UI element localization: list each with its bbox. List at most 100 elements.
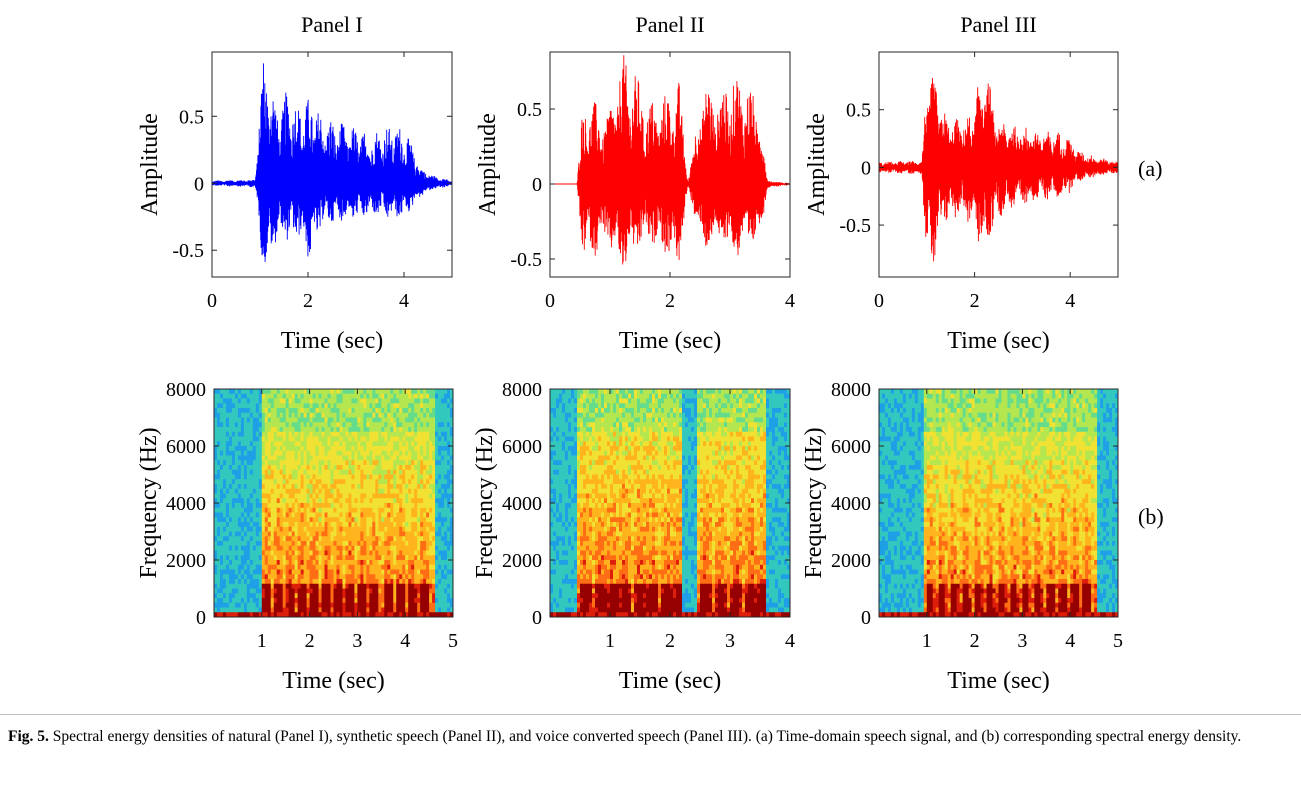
spectrogram-cell	[264, 460, 269, 466]
spectrogram-cell	[246, 412, 251, 418]
spectrogram-cell	[214, 555, 218, 561]
spectrogram-cell	[550, 389, 554, 395]
spectrogram-cell	[450, 526, 454, 532]
spectrogram-cell	[366, 488, 370, 494]
spectrogram-cell	[595, 474, 599, 480]
spectrogram-cell	[556, 408, 560, 414]
spectrogram-cell	[432, 569, 436, 575]
spectrogram-cell	[297, 389, 302, 395]
spectrogram-cell	[243, 484, 248, 490]
spectrogram-cell	[273, 593, 278, 599]
spectrogram-cell	[604, 417, 608, 423]
spectrogram-cell	[252, 393, 257, 399]
spectrogram-cell	[351, 531, 355, 537]
spectrogram-cell	[279, 498, 284, 504]
spectrogram-cell	[568, 526, 572, 532]
spectrogram-cell	[228, 469, 233, 475]
spectrogram-cell	[291, 431, 296, 437]
spectrogram-cell	[291, 393, 296, 399]
spectrogram-cell	[562, 588, 566, 594]
spectrogram-cell	[288, 393, 293, 399]
spectrogram-cell	[441, 517, 445, 523]
spectrogram-cell	[216, 398, 221, 404]
spectrogram-cell	[583, 569, 587, 575]
spectrogram-cell	[550, 417, 554, 423]
spectrogram-cell	[363, 583, 367, 589]
spectrogram-cell	[399, 427, 403, 433]
spectrogram-cell	[378, 484, 382, 490]
spectrogram-cell	[565, 431, 569, 437]
spectrogram-cell	[598, 588, 602, 594]
spectrogram-cell	[417, 541, 421, 547]
spectrogram-cell	[565, 393, 569, 399]
spectrogram-cell	[282, 436, 287, 442]
spectrogram-cell	[279, 550, 284, 556]
spectrogram-cell	[297, 431, 302, 437]
spectrogram-cell	[429, 455, 433, 461]
spectrogram-cell	[300, 574, 305, 580]
spectrogram-cell	[417, 393, 421, 399]
spectrogram-cell	[252, 541, 257, 547]
spectrogram-cell	[234, 522, 239, 528]
spectrogram-cell	[291, 541, 296, 547]
spectrogram-cell	[562, 517, 566, 523]
spectrogram-cell	[222, 398, 227, 404]
spectrogram-cell	[408, 441, 412, 447]
spectrogram-cell	[583, 541, 587, 547]
spectrogram-cell	[598, 465, 602, 471]
spectrogram-cell	[607, 455, 611, 461]
spectrogram-cell	[261, 531, 266, 537]
spectrogram-cell	[586, 498, 590, 504]
spectrogram-cell	[222, 588, 227, 594]
spectrogram-cell	[300, 479, 305, 485]
spectrogram-cell	[264, 579, 269, 585]
spectrogram-cell	[559, 607, 563, 613]
spectrogram-cell	[288, 398, 293, 404]
spectrogram-cell	[222, 403, 227, 409]
spectrogram-cell	[559, 612, 563, 618]
spectrogram-cell	[234, 422, 239, 428]
spectrogram-cell	[231, 422, 236, 428]
spectrogram-cell	[360, 498, 364, 504]
spectrogram-cell	[556, 403, 560, 409]
spectrogram-cell	[339, 393, 343, 399]
spectrogram-cell	[214, 398, 218, 404]
spectrogram-cell	[243, 422, 248, 428]
spectrogram-cell	[435, 588, 439, 594]
spectrogram-cell	[228, 531, 233, 537]
spectrogram-cell	[327, 498, 331, 504]
spectrogram-cell	[315, 469, 319, 475]
spectrogram-cell	[291, 531, 296, 537]
spectrogram-cell	[553, 583, 557, 589]
spectrogram-cell	[234, 579, 239, 585]
spectrogram-cell	[613, 474, 617, 480]
spectrogram-cell	[324, 412, 328, 418]
spectrogram-cell	[282, 612, 287, 618]
spectrogram-cell	[321, 602, 325, 608]
spectrogram-cell	[390, 536, 394, 542]
spectrogram-cell	[312, 398, 316, 404]
spectrogram-cell	[216, 474, 221, 480]
spectrogram-cell	[393, 465, 397, 471]
spectrogram-cell	[429, 450, 433, 456]
spectrogram-cell	[369, 522, 373, 528]
spectrogram-cell	[214, 588, 218, 594]
spectrogram-cell	[589, 474, 593, 480]
spectrogram-cell	[372, 522, 376, 528]
spectrogram-cell	[420, 531, 424, 537]
spectrogram-cell	[607, 393, 611, 399]
spectrogram-cell	[216, 579, 221, 585]
spectrogram-cell	[441, 479, 445, 485]
spectrogram-cell	[366, 469, 370, 475]
spectrogram-cell	[333, 593, 337, 599]
spectrogram-cell	[222, 460, 227, 466]
spectrogram-cell	[384, 412, 388, 418]
spectrogram-cell	[411, 512, 415, 518]
spectrogram-cell	[565, 602, 569, 608]
spectrogram-cell	[300, 427, 305, 433]
spectrogram-cell	[234, 507, 239, 513]
spectrogram-cell	[444, 507, 448, 513]
spectrogram-cell	[583, 427, 587, 433]
spectrogram-cell	[414, 460, 418, 466]
spectrogram-cell	[294, 598, 299, 604]
